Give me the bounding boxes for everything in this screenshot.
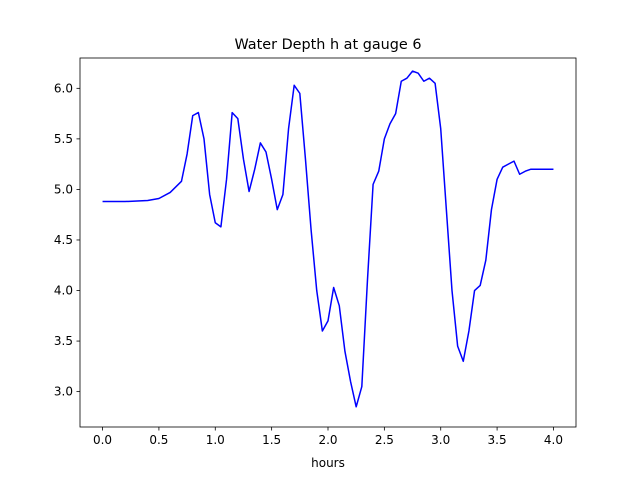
x-tick-label: 0.0 — [93, 433, 112, 447]
y-tick-label: 3.0 — [54, 385, 73, 399]
y-tick-label: 3.5 — [54, 334, 73, 348]
y-tick-label: 4.0 — [54, 284, 73, 298]
x-tick-label: 3.0 — [431, 433, 450, 447]
x-tick-label: 0.5 — [149, 433, 168, 447]
y-tick-label: 5.5 — [54, 132, 73, 146]
x-tick-label: 4.0 — [544, 433, 563, 447]
series-line-0 — [102, 70, 554, 408]
x-tick-label: 1.0 — [206, 433, 225, 447]
plot-area: 0.0 0.5 1.0 1.5 2.0 2.5 3.0 3.5 4.0 3.0 3.5 4.0 4.5 5… — [54, 57, 577, 447]
chart-title: Water Depth h at gauge 6 — [234, 37, 421, 53]
x-axis-label: hours — [311, 456, 345, 470]
y-tick-label: 4.5 — [54, 233, 73, 247]
x-tick-label: 2.0 — [318, 433, 337, 447]
x-tick-label: 3.5 — [488, 433, 507, 447]
x-tick-label: 1.5 — [262, 433, 281, 447]
y-tick-label: 6.0 — [54, 81, 73, 95]
y-tick-label: 5.0 — [54, 182, 73, 196]
x-tick-label: 2.5 — [375, 433, 394, 447]
